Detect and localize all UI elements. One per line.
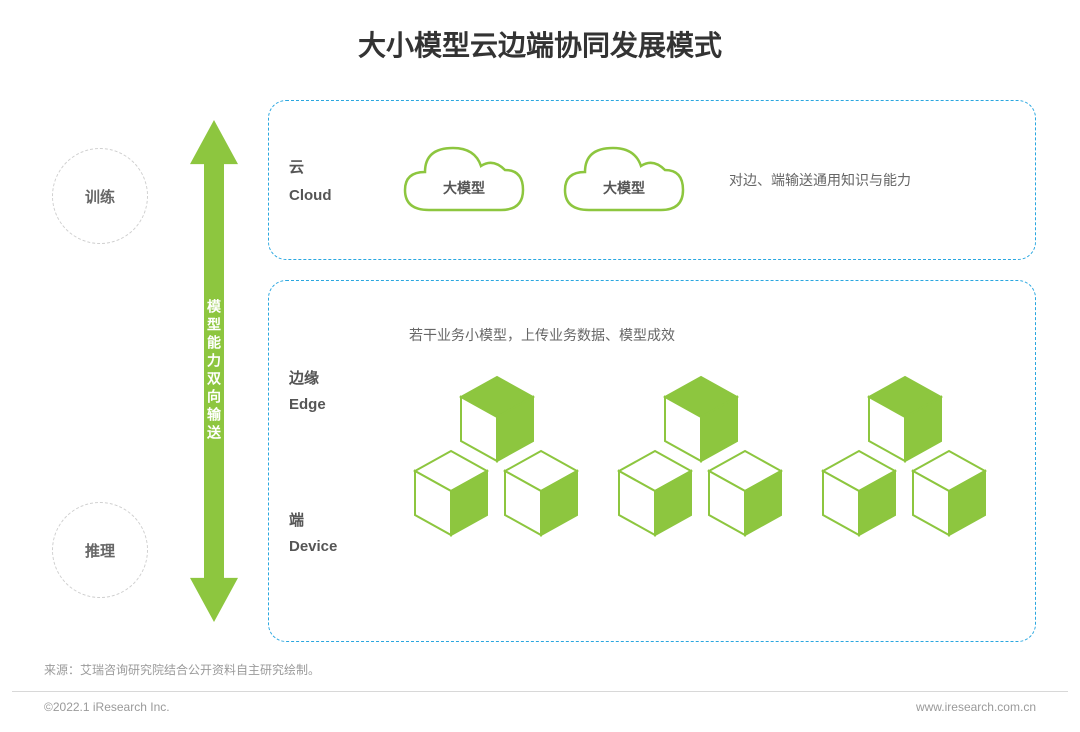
cloud-layer-labels: 云 Cloud [289,156,369,204]
cloud-icon: 大模型 [549,130,699,230]
cloud-icons-group: 大模型 大模型 [389,130,699,230]
right-column: 云 Cloud 大模型 大模型 对边、端输送通用知识与能力 [244,100,1036,642]
cube-icon [907,447,991,541]
device-label-cn: 端 [289,509,369,530]
cube-cluster [809,373,999,543]
cloud-panel: 云 Cloud 大模型 大模型 对边、端输送通用知识与能力 [268,100,1036,260]
bidirectional-arrow: 模型能力双向输送 [190,120,238,622]
cube-icon [817,447,901,541]
edge-label-en: Edge [289,396,369,413]
cloud-label-cn: 云 [289,156,369,177]
inference-label: 推理 [85,540,115,561]
device-label-group: 端 Device [289,509,369,555]
copyright-text: ©2022.1 iResearch Inc. [44,700,170,714]
device-label-en: Device [289,538,369,555]
cube-icon [613,447,697,541]
cube-cluster [401,373,591,543]
website-url: www.iresearch.com.cn [916,700,1036,714]
edge-label-group: 边缘 Edge [289,367,369,413]
edge-device-description: 若干业务小模型，上传业务数据、模型成效 [389,325,1011,345]
cloud-description: 对边、端输送通用知识与能力 [729,170,911,190]
cube-icon [703,447,787,541]
diagram-main: 训练 推理 模型能力双向输送 云 Cloud 大模型 [44,100,1036,642]
arrow-label: 模型能力双向输送 [204,299,224,443]
cube-icon [499,447,583,541]
training-circle: 训练 [52,148,148,244]
cloud-label-en: Cloud [289,187,369,204]
left-column: 训练 推理 [44,100,184,642]
training-label: 训练 [85,186,115,207]
edge-label-cn: 边缘 [289,367,369,388]
edge-device-panel: 边缘 Edge 端 Device 若干业务小模型，上传业务数据、模型成效 [268,280,1036,642]
cloud-icon: 大模型 [389,130,539,230]
inference-circle: 推理 [52,502,148,598]
source-note: 来源：艾瑞咨询研究院结合公开资料自主研究绘制。 [44,661,320,678]
edge-device-layer-labels: 边缘 Edge 端 Device [289,299,369,623]
cube-cluster [605,373,795,543]
cubes-area [389,373,1011,543]
arrow-column: 模型能力双向输送 [184,100,244,642]
page-title: 大小模型云边端协同发展模式 [0,0,1080,64]
cloud-text: 大模型 [603,178,645,198]
footer: ©2022.1 iResearch Inc. www.iresearch.com… [12,691,1068,714]
edge-device-body: 若干业务小模型，上传业务数据、模型成效 [389,299,1011,623]
cube-icon [409,447,493,541]
cloud-text: 大模型 [443,178,485,198]
